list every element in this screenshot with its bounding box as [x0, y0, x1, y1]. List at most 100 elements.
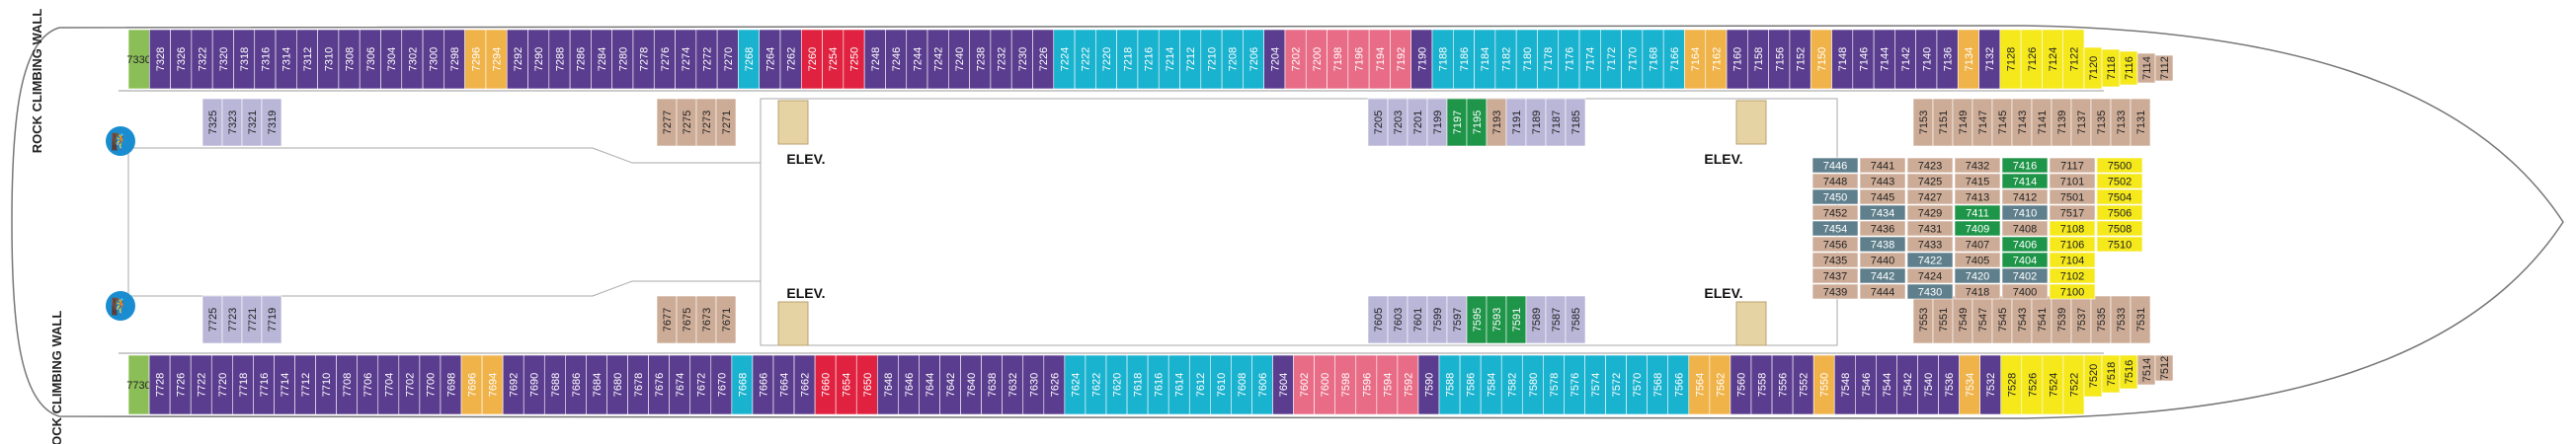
cabin-7144[interactable]: 7144: [1873, 29, 1895, 90]
cabin-7319[interactable]: 7319: [261, 98, 282, 147]
cabin-7585[interactable]: 7585: [1565, 295, 1586, 344]
cabin-7180[interactable]: 7180: [1515, 29, 1538, 90]
cabin-7726[interactable]: 7726: [169, 354, 192, 415]
cabin-7446[interactable]: 7446: [1811, 157, 1859, 174]
cabin-7203[interactable]: 7203: [1387, 98, 1409, 147]
cabin-7610[interactable]: 7610: [1210, 354, 1232, 415]
cabin-7638[interactable]: 7638: [981, 354, 1003, 415]
cabin-7143[interactable]: 7143: [2011, 98, 2033, 147]
cabin-7704[interactable]: 7704: [377, 354, 400, 415]
cabin-7246[interactable]: 7246: [885, 29, 908, 90]
cabin-7147[interactable]: 7147: [1972, 98, 1993, 147]
cabin-7562[interactable]: 7562: [1709, 354, 1731, 415]
cabin-7696[interactable]: 7696: [460, 354, 483, 415]
cabin-7153[interactable]: 7153: [1912, 98, 1934, 147]
cabin-7400[interactable]: 7400: [2001, 283, 2049, 300]
cabin-7678[interactable]: 7678: [627, 354, 649, 415]
cabin-7413[interactable]: 7413: [1954, 188, 2001, 205]
cabin-7242[interactable]: 7242: [926, 29, 949, 90]
cabin-7308[interactable]: 7308: [338, 29, 361, 90]
cabin-7690[interactable]: 7690: [523, 354, 545, 415]
cabin-7210[interactable]: 7210: [1200, 29, 1223, 90]
cabin-7671[interactable]: 7671: [715, 295, 737, 344]
cabin-7316[interactable]: 7316: [254, 29, 277, 90]
cabin-7318[interactable]: 7318: [233, 29, 256, 90]
cabin-7622[interactable]: 7622: [1085, 354, 1107, 415]
cabin-7176[interactable]: 7176: [1558, 29, 1580, 90]
cabin-7101[interactable]: 7101: [2049, 173, 2096, 189]
cabin-7409[interactable]: 7409: [1954, 220, 2001, 237]
cabin-7547[interactable]: 7547: [1972, 295, 1993, 344]
cabin-7226[interactable]: 7226: [1032, 29, 1055, 90]
cabin-7260[interactable]: 7260: [800, 29, 823, 90]
cabin-7676[interactable]: 7676: [648, 354, 670, 415]
cabin-7648[interactable]: 7648: [876, 354, 899, 415]
cabin-7448[interactable]: 7448: [1811, 173, 1859, 189]
cabin-7240[interactable]: 7240: [948, 29, 970, 90]
cabin-7624[interactable]: 7624: [1064, 354, 1087, 415]
cabin-7723[interactable]: 7723: [221, 295, 243, 344]
cabin-7262[interactable]: 7262: [779, 29, 802, 90]
cabin-7328[interactable]: 7328: [148, 29, 171, 90]
cabin-7590[interactable]: 7590: [1417, 354, 1440, 415]
cabin-7677[interactable]: 7677: [656, 295, 678, 344]
cabin-7149[interactable]: 7149: [1952, 98, 1973, 147]
cabin-7442[interactable]: 7442: [1859, 267, 1906, 284]
cabin-7136[interactable]: 7136: [1936, 29, 1959, 90]
cabin-7142[interactable]: 7142: [1894, 29, 1916, 90]
cabin-7131[interactable]: 7131: [2130, 98, 2151, 147]
cabin-7286[interactable]: 7286: [569, 29, 592, 90]
cabin-7325[interactable]: 7325: [201, 98, 223, 147]
cabin-7206[interactable]: 7206: [1243, 29, 1264, 90]
cabin-7412[interactable]: 7412: [2001, 188, 2049, 205]
cabin-7312[interactable]: 7312: [296, 29, 318, 90]
cabin-7570[interactable]: 7570: [1626, 354, 1648, 415]
cabin-7193[interactable]: 7193: [1486, 98, 1507, 147]
cabin-7440[interactable]: 7440: [1859, 252, 1906, 268]
cabin-7543[interactable]: 7543: [2011, 295, 2033, 344]
cabin-7584[interactable]: 7584: [1480, 354, 1502, 415]
cabin-7620[interactable]: 7620: [1105, 354, 1128, 415]
cabin-7531[interactable]: 7531: [2130, 295, 2151, 344]
cabin-7170[interactable]: 7170: [1621, 29, 1644, 90]
cabin-7444[interactable]: 7444: [1859, 283, 1906, 300]
cabin-7222[interactable]: 7222: [1074, 29, 1096, 90]
cabin-7550[interactable]: 7550: [1812, 354, 1835, 415]
cabin-7714[interactable]: 7714: [274, 354, 295, 415]
cabin-7514[interactable]: 7514: [2136, 354, 2156, 386]
cabin-7300[interactable]: 7300: [422, 29, 444, 90]
cabin-7601[interactable]: 7601: [1407, 295, 1428, 344]
cabin-7140[interactable]: 7140: [1915, 29, 1938, 90]
cabin-7151[interactable]: 7151: [1932, 98, 1954, 147]
cabin-7578[interactable]: 7578: [1543, 354, 1565, 415]
cabin-7456[interactable]: 7456: [1811, 236, 1859, 253]
cabin-7188[interactable]: 7188: [1431, 29, 1454, 90]
cabin-7271[interactable]: 7271: [715, 98, 737, 147]
cabin-7598[interactable]: 7598: [1334, 354, 1357, 415]
cabin-7104[interactable]: 7104: [2049, 252, 2096, 268]
cabin-7310[interactable]: 7310: [317, 29, 340, 90]
cabin-7450[interactable]: 7450: [1811, 188, 1859, 205]
cabin-7172[interactable]: 7172: [1600, 29, 1622, 90]
cabin-7730[interactable]: 7730: [126, 354, 151, 415]
cabin-7528[interactable]: 7528: [2000, 354, 2023, 415]
cabin-7290[interactable]: 7290: [527, 29, 550, 90]
cabin-7321[interactable]: 7321: [241, 98, 263, 147]
cabin-7323[interactable]: 7323: [221, 98, 243, 147]
cabin-7441[interactable]: 7441: [1859, 157, 1906, 174]
cabin-7605[interactable]: 7605: [1367, 295, 1389, 344]
cabin-7632[interactable]: 7632: [1002, 354, 1024, 415]
cabin-7202[interactable]: 7202: [1284, 29, 1307, 90]
cabin-7516[interactable]: 7516: [2119, 354, 2138, 390]
cabin-7134[interactable]: 7134: [1957, 29, 1979, 90]
cabin-7558[interactable]: 7558: [1750, 354, 1773, 415]
cabin-7437[interactable]: 7437: [1811, 267, 1859, 284]
cabin-7208[interactable]: 7208: [1221, 29, 1244, 90]
cabin-7591[interactable]: 7591: [1505, 295, 1527, 344]
cabin-7596[interactable]: 7596: [1355, 354, 1378, 415]
cabin-7512[interactable]: 7512: [2154, 354, 2174, 382]
cabin-7721[interactable]: 7721: [241, 295, 263, 344]
cabin-7102[interactable]: 7102: [2049, 267, 2096, 284]
cabin-7195[interactable]: 7195: [1466, 98, 1488, 147]
cabin-7630[interactable]: 7630: [1022, 354, 1045, 415]
